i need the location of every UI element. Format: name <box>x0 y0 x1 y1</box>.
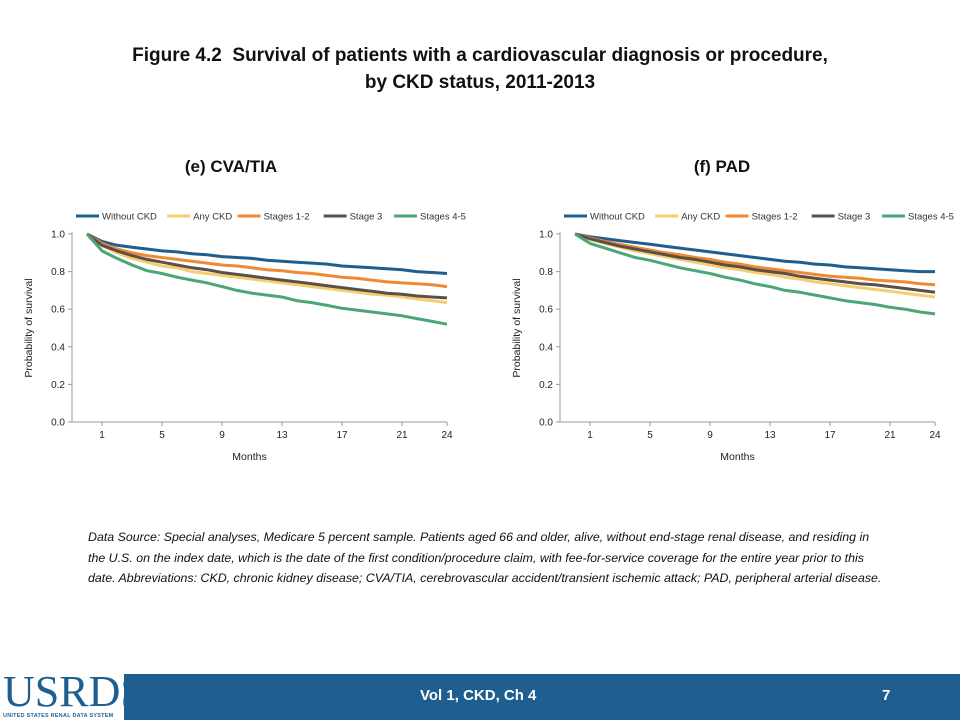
y-tick-label: 0.0 <box>51 418 65 429</box>
panel-title-cva-tia: (e) CVA/TIA <box>184 157 278 176</box>
footer-text: Vol 1, CKD, Ch 4 <box>420 687 537 704</box>
series-line-without-ckd <box>86 232 448 275</box>
x-tick-label: 17 <box>824 430 836 441</box>
legend-label-without-ckd: Without CKD <box>102 212 157 223</box>
y-tick-label: 0.8 <box>539 267 553 278</box>
chart-pad: Without CKD Any CKD Stages 1-2 Stage 3 Stage… <box>511 212 954 464</box>
chart-cva-tia: Without CKD Any CKD Stages 1-2 Stage 3 Stage… <box>23 212 466 464</box>
series-line-stage-3 <box>574 232 936 294</box>
figure-title-line2: by CKD status, 2011-2013 <box>364 72 596 93</box>
y-tick-label: 1.0 <box>51 230 65 241</box>
x-tick-label: 21 <box>884 430 896 441</box>
footer-bar: Vol 1, CKD, Ch 4 7 <box>0 674 960 720</box>
y-tick-label: 0.4 <box>51 342 65 353</box>
x-tick-label: 13 <box>764 430 776 441</box>
figure-title-line1: Figure 4.2 Survival of patients with a c… <box>132 45 828 66</box>
legend-label-any-ckd: Any CKD <box>681 212 720 223</box>
x-tick-label: 9 <box>219 430 225 441</box>
series-line-without-ckd <box>574 232 935 274</box>
x-tick-label: 1 <box>99 430 105 441</box>
y-tick-label: 1.0 <box>539 230 553 241</box>
legend-label-stage-3: Stage 3 <box>838 212 871 223</box>
series-line-any-ckd <box>574 232 936 299</box>
y-tick-label: 0.4 <box>539 342 553 353</box>
usrds-logo: USRDS UNITED STATES RENAL DATA SYSTEM <box>0 668 145 720</box>
legend-label-any-ckd: Any CKD <box>193 212 232 223</box>
x-tick-label: 24 <box>929 430 941 441</box>
legend-label-stages-4-5: Stages 4-5 <box>420 212 466 223</box>
page-number: 7 <box>882 687 891 704</box>
y-tick-label: 0.6 <box>51 305 65 316</box>
x-tick-label: 1 <box>587 430 593 441</box>
series-line-stage-3 <box>86 232 448 300</box>
series-line-stages-4-5 <box>85 233 448 326</box>
legend-label-stages-4-5: Stages 4-5 <box>908 212 954 223</box>
series-line-stages-1-2 <box>574 232 936 287</box>
x-tick-label: 21 <box>396 430 408 441</box>
x-tick-label: 24 <box>441 430 453 441</box>
legend-label-stage-3: Stage 3 <box>350 212 383 223</box>
y-axis-label: Probability of survival <box>511 278 523 377</box>
legend-label-without-ckd: Without CKD <box>590 212 645 223</box>
series-line-stages-1-2 <box>86 232 448 289</box>
panel-title-pad: (f) PAD <box>693 157 751 176</box>
legend-label-stages-1-2: Stages 1-2 <box>752 212 798 223</box>
y-tick-label: 0.2 <box>539 380 553 391</box>
y-axis-label: Probability of survival <box>23 278 35 377</box>
x-axis-label: Months <box>232 451 266 463</box>
x-tick-label: 17 <box>336 430 348 441</box>
x-axis-label: Months <box>720 451 754 463</box>
series-line-stages-4-5 <box>574 232 936 316</box>
x-tick-label: 5 <box>159 430 165 441</box>
y-tick-label: 0.6 <box>539 305 553 316</box>
y-tick-label: 0.2 <box>51 380 65 391</box>
x-tick-label: 13 <box>276 430 288 441</box>
logo-wordmark: USRDS <box>3 667 145 716</box>
x-tick-label: 9 <box>707 430 713 441</box>
logo-tagline: UNITED STATES RENAL DATA SYSTEM <box>3 713 114 719</box>
series-line-any-ckd <box>86 232 448 305</box>
legend-label-stages-1-2: Stages 1-2 <box>264 212 310 223</box>
source-note: Data Source: Special analyses, Medicare … <box>88 530 882 585</box>
x-tick-label: 5 <box>647 430 653 441</box>
figure-title: Figure 4.2 Survival of patients with a c… <box>0 42 960 96</box>
y-tick-label: 0.0 <box>539 418 553 429</box>
y-tick-label: 0.8 <box>51 267 65 278</box>
